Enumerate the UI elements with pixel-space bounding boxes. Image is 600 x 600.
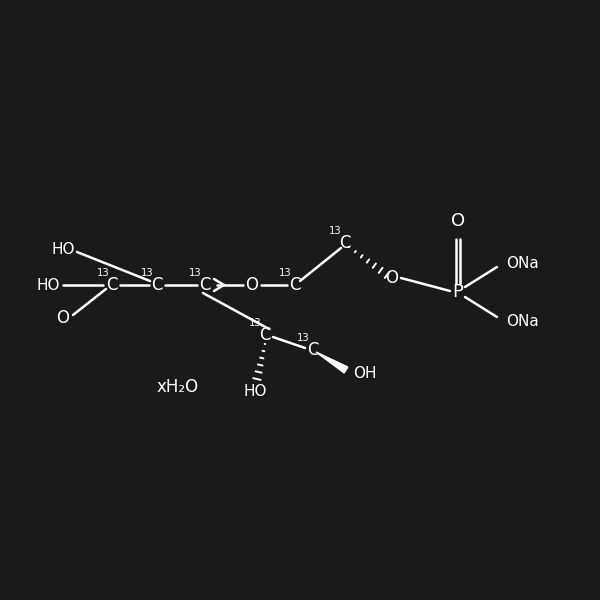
Text: C: C <box>339 234 351 252</box>
Text: 13: 13 <box>97 268 109 278</box>
Text: O: O <box>386 269 398 287</box>
Text: C: C <box>151 276 163 294</box>
Text: HO: HO <box>36 277 60 292</box>
Text: O: O <box>56 309 70 327</box>
Text: 13: 13 <box>280 268 292 278</box>
Text: C: C <box>289 276 301 294</box>
Text: 13: 13 <box>142 268 154 278</box>
Text: 13: 13 <box>190 268 202 278</box>
Text: C: C <box>259 326 271 344</box>
Text: C: C <box>106 276 118 294</box>
Text: 13: 13 <box>298 333 310 343</box>
Text: 13: 13 <box>329 226 342 236</box>
Text: O: O <box>451 212 465 230</box>
Text: ONa: ONa <box>506 256 539 271</box>
Text: 13: 13 <box>250 318 262 328</box>
Text: C: C <box>199 276 211 294</box>
Text: HO: HO <box>243 385 267 400</box>
Text: C: C <box>307 341 319 359</box>
Text: ONa: ONa <box>506 313 539 329</box>
Text: HO: HO <box>51 242 75 257</box>
Text: xH₂O: xH₂O <box>157 378 199 396</box>
Polygon shape <box>316 352 348 373</box>
Text: P: P <box>452 283 463 301</box>
Text: OH: OH <box>353 367 377 382</box>
Text: O: O <box>245 276 259 294</box>
